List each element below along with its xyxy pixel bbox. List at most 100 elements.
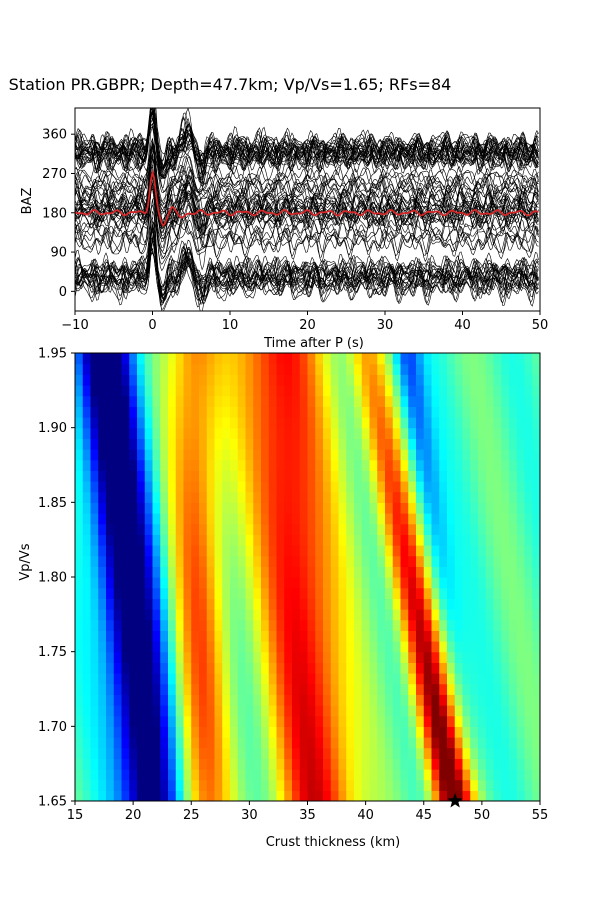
heatmap-cell <box>75 769 84 781</box>
heatmap-cell <box>447 438 456 450</box>
heatmap-cell <box>447 737 456 749</box>
heatmap-cell <box>292 491 301 503</box>
heatmap-cell <box>524 502 533 514</box>
heatmap-cell <box>493 641 502 653</box>
heatmap-cell <box>516 705 526 717</box>
heatmap-cell <box>191 438 200 450</box>
heatmap-cell <box>493 449 502 461</box>
heatmap-cell <box>137 459 146 471</box>
heatmap-cell <box>113 427 123 439</box>
heatmap-cell <box>338 555 347 567</box>
top-x-axis: −10 0 10 20 30 40 50 <box>61 311 548 333</box>
heatmap-cell <box>160 737 169 749</box>
heatmap-cell <box>137 683 146 695</box>
heatmap-cell <box>137 758 146 770</box>
heatmap-cell <box>168 641 177 653</box>
heatmap-cell <box>98 747 107 759</box>
heatmap-cell <box>354 715 363 727</box>
heatmap-cell <box>485 523 495 535</box>
heatmap-cell <box>454 555 464 567</box>
heatmap-cell <box>400 758 409 770</box>
heatmap-cell <box>431 385 440 397</box>
heatmap-cell <box>485 598 495 610</box>
heatmap-cell <box>361 395 371 407</box>
heatmap-cell <box>439 427 448 439</box>
heatmap-cell <box>284 481 293 493</box>
heatmap-cell <box>292 438 301 450</box>
heatmap-cell <box>299 705 309 717</box>
heatmap-cell <box>276 555 285 567</box>
heatmap-cell <box>121 769 130 781</box>
heatmap-cell <box>98 502 107 514</box>
heatmap-cell <box>516 470 526 482</box>
heatmap-cell <box>214 619 223 631</box>
heatmap-cell <box>98 481 107 493</box>
heatmap-cell <box>292 353 301 365</box>
heatmap-cell <box>470 737 479 749</box>
heatmap-cell <box>330 609 340 621</box>
heatmap-cell <box>408 662 417 674</box>
heatmap-cell <box>501 705 510 717</box>
heatmap-cell <box>408 395 417 407</box>
heatmap-cell <box>284 513 293 525</box>
heatmap-cell <box>152 555 161 567</box>
heatmap-cell <box>462 779 471 791</box>
heatmap-cell <box>214 779 223 791</box>
heatmap-cell <box>470 363 479 375</box>
heatmap-cell <box>121 534 130 546</box>
heatmap-cell <box>447 406 456 418</box>
heatmap-cell <box>183 641 192 653</box>
heatmap-cell <box>206 417 216 429</box>
heatmap-cell <box>447 747 456 759</box>
heatmap-cell <box>400 395 409 407</box>
heatmap-cell <box>470 630 479 642</box>
heatmap-cell <box>292 630 301 642</box>
heatmap-cell <box>416 427 425 439</box>
heatmap-cell <box>323 406 332 418</box>
heatmap-cell <box>307 779 316 791</box>
heatmap-cell <box>276 737 285 749</box>
heatmap-cell <box>214 673 223 685</box>
heatmap-cell <box>230 417 239 429</box>
heatmap-cell <box>408 587 417 599</box>
heatmap-cell <box>501 470 510 482</box>
heatmap-cell <box>137 587 146 599</box>
heatmap-cell <box>400 555 409 567</box>
heatmap-cell <box>261 715 270 727</box>
heatmap-cell <box>113 641 123 653</box>
heatmap-cell <box>175 374 185 386</box>
heatmap-cell <box>501 566 510 578</box>
heatmap-cell <box>276 779 285 791</box>
heatmap-cell <box>416 737 425 749</box>
heatmap-cell <box>245 747 254 759</box>
heatmap-cell <box>121 747 130 759</box>
heatmap-cell <box>416 513 425 525</box>
heatmap-cell <box>369 534 378 546</box>
heatmap-cell <box>493 513 502 525</box>
heatmap-cell <box>113 587 123 599</box>
heatmap-cell <box>408 385 417 397</box>
heatmap-cell <box>214 587 223 599</box>
heatmap-cell <box>392 609 402 621</box>
heatmap-cell <box>129 555 138 567</box>
bottom-y-axis: 1.651.701.751.801.851.901.95 <box>38 347 75 810</box>
heatmap-cell <box>245 577 254 589</box>
heatmap-cell <box>315 417 324 429</box>
heatmap-cell <box>113 459 123 471</box>
heatmap-cell <box>222 673 231 685</box>
heatmap-cell <box>307 385 316 397</box>
heatmap-cell <box>462 502 471 514</box>
heatmap-cell <box>516 363 526 375</box>
heatmap-cell <box>323 630 332 642</box>
heatmap-cell <box>392 619 402 631</box>
heatmap-cell <box>516 673 526 685</box>
heatmap-cell <box>175 587 185 599</box>
heatmap-cell <box>90 438 99 450</box>
heatmap-cell <box>416 417 425 429</box>
heatmap-cell <box>121 705 130 717</box>
heatmap-cell <box>106 694 115 706</box>
heatmap-cell <box>82 513 92 525</box>
heatmap-cell <box>532 779 540 791</box>
heatmap-cell <box>361 715 371 727</box>
heatmap-cell <box>532 587 540 599</box>
